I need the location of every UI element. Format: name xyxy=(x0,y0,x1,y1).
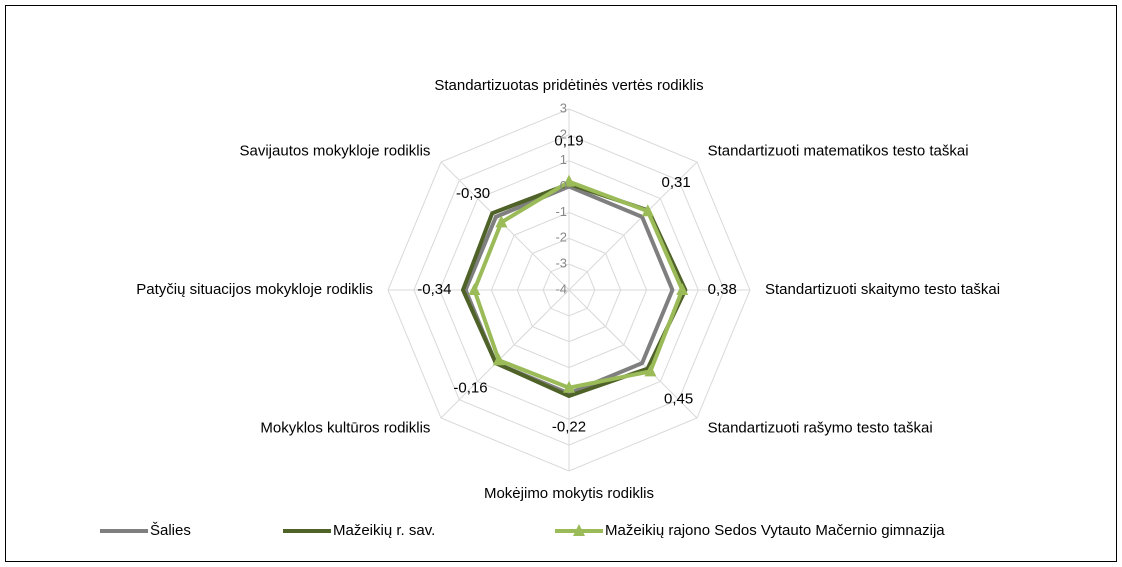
spoke xyxy=(568,161,698,291)
data-label: -0,34 xyxy=(417,281,451,298)
marker xyxy=(563,380,575,393)
axis-label: Mokėjimo mokytis rodiklis xyxy=(484,485,654,502)
legend-label: Mažeikių r. sav. xyxy=(333,522,435,539)
axis-label: Standartizuoti rašymo testo taškai xyxy=(708,420,933,437)
tick-label: -3 xyxy=(555,256,567,271)
tick-label: 1 xyxy=(560,152,567,167)
data-label: -0,22 xyxy=(552,419,586,436)
axis-label: Mokyklos kultūros rodiklis xyxy=(260,420,430,437)
marker xyxy=(492,353,505,366)
tick-label: 0 xyxy=(560,178,567,193)
axis-label: Standartizuotas pridėtinės vertės rodikl… xyxy=(434,77,703,94)
tick-label: -4 xyxy=(555,281,567,296)
data-label: 0,38 xyxy=(708,281,737,298)
axis-label: Patyčių situacijos mokykloje rodiklis xyxy=(136,281,373,298)
marker xyxy=(644,364,657,377)
tick-label: -2 xyxy=(555,230,567,245)
marker xyxy=(468,283,481,295)
tick-label: -1 xyxy=(555,204,567,219)
tick-label: 3 xyxy=(560,100,567,115)
axis-label: Standartizuoti matematikos testo taškai xyxy=(708,142,969,159)
axis-label: Savijautos mokykloje rodiklis xyxy=(240,142,431,159)
marker xyxy=(676,283,689,295)
legend-marker xyxy=(573,524,585,536)
marker xyxy=(641,204,654,217)
data-label: 0,19 xyxy=(554,133,583,150)
legend-label: Mažeikių rajono Sedos Vytauto Mačernio g… xyxy=(605,522,945,539)
series-line xyxy=(463,184,675,396)
data-label: 0,45 xyxy=(664,391,693,408)
axis-label: Standartizuoti skaitymo testo taškai xyxy=(765,281,1000,298)
chart-border xyxy=(5,5,1117,562)
spoke xyxy=(568,289,698,419)
legend-label: Šalies xyxy=(150,522,191,539)
data-label: -0,30 xyxy=(456,185,490,202)
spoke xyxy=(440,289,570,419)
data-label: -0,16 xyxy=(453,379,487,396)
tick-label: 2 xyxy=(560,126,567,141)
data-label: 0,31 xyxy=(661,174,690,191)
marker xyxy=(563,174,575,187)
marker xyxy=(495,215,508,228)
